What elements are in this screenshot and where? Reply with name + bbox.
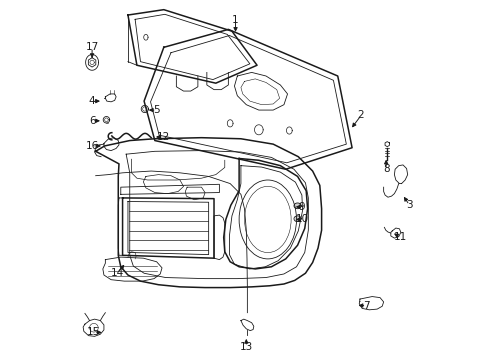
Text: 6: 6 [89, 116, 95, 126]
Text: 7: 7 [363, 301, 369, 311]
Text: 17: 17 [85, 42, 99, 52]
Text: 5: 5 [153, 105, 160, 115]
Text: 4: 4 [89, 96, 95, 106]
Text: 1: 1 [232, 15, 238, 26]
Text: 11: 11 [393, 232, 407, 242]
Text: 9: 9 [298, 202, 305, 212]
Text: 16: 16 [85, 141, 99, 151]
Text: 12: 12 [157, 132, 170, 142]
Text: 8: 8 [382, 164, 388, 174]
Text: 15: 15 [87, 327, 101, 337]
Text: 10: 10 [295, 215, 308, 224]
Text: 2: 2 [357, 111, 364, 121]
Text: 3: 3 [406, 200, 412, 210]
Text: 13: 13 [239, 342, 252, 352]
Text: 14: 14 [110, 268, 123, 278]
